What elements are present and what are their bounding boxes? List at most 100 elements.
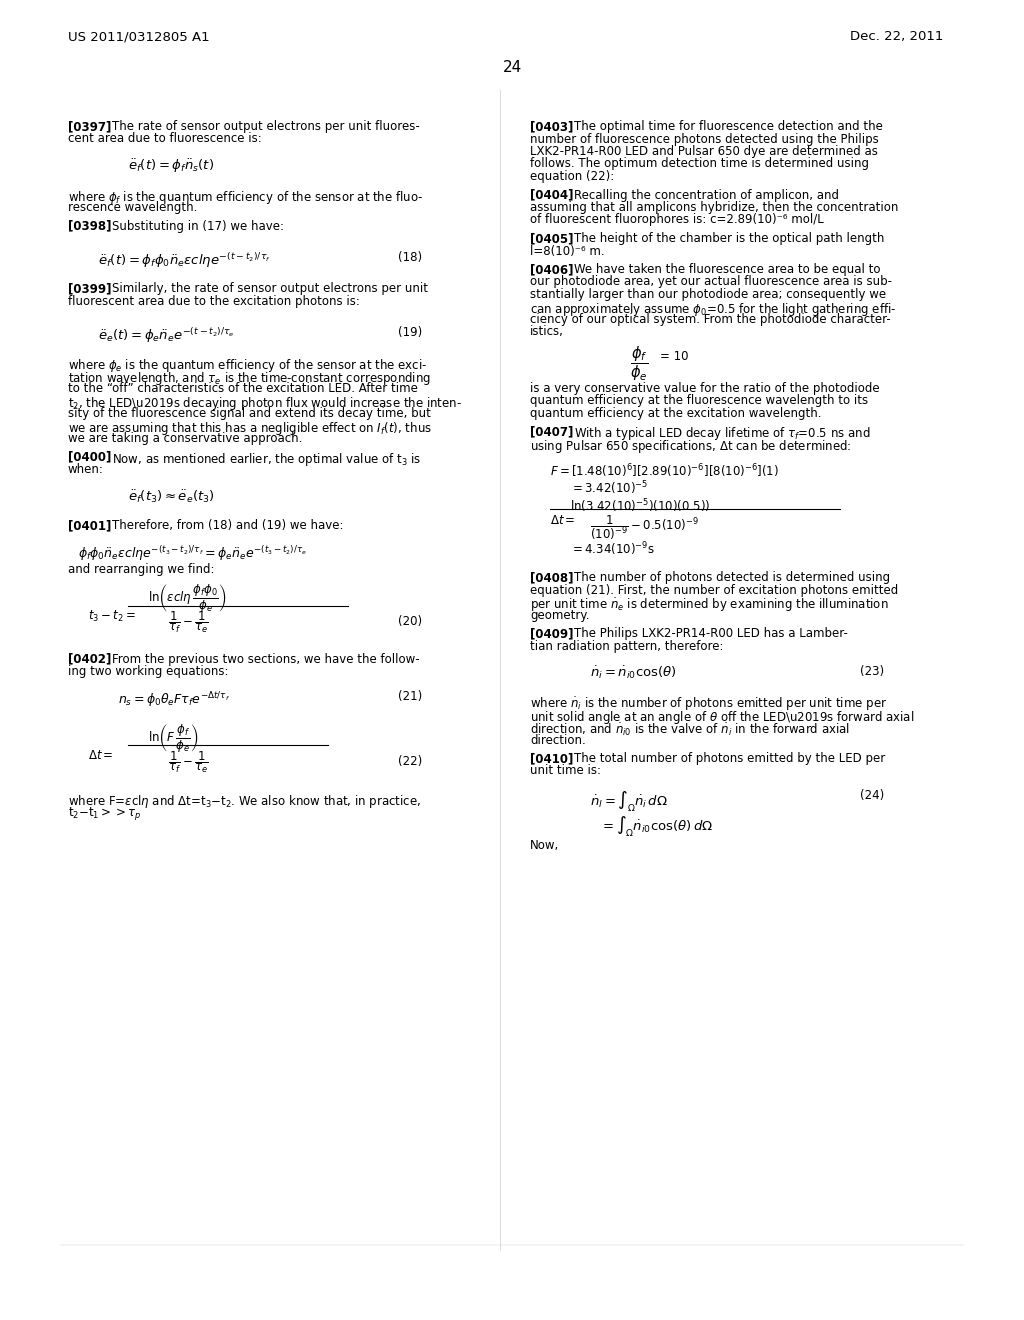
- Text: [0398]: [0398]: [68, 219, 112, 232]
- Text: $t_3 - t_2 = $: $t_3 - t_2 = $: [88, 610, 136, 624]
- Text: $\ddot{e}_{f}(t_3) \approx \ddot{e}_{e}(t_3)$: $\ddot{e}_{f}(t_3) \approx \ddot{e}_{e}(…: [128, 488, 215, 506]
- Text: when:: when:: [68, 463, 103, 477]
- Text: LXK2-PR14-R00 LED and Pulsar 650 dye are determined as: LXK2-PR14-R00 LED and Pulsar 650 dye are…: [530, 145, 878, 158]
- Text: (22): (22): [398, 755, 422, 768]
- Text: $\Delta t = $: $\Delta t = $: [88, 748, 114, 762]
- Text: rescence wavelength.: rescence wavelength.: [68, 201, 198, 214]
- Text: $\ln\!\left(\varepsilon cl\eta\,\dfrac{\phi_f\phi_0}{\phi_e}\right)$: $\ln\!\left(\varepsilon cl\eta\,\dfrac{\…: [148, 582, 226, 614]
- Text: where $\phi_f$ is the quantum efficiency of the sensor at the fluo-: where $\phi_f$ is the quantum efficiency…: [68, 189, 423, 206]
- Text: [0408]: [0408]: [530, 572, 573, 585]
- Text: Recalling the concentration of amplicon, and: Recalling the concentration of amplicon,…: [574, 189, 839, 202]
- Text: $= \int_\Omega \dot{n}_{i0}\cos(\theta)\, d\Omega$: $= \int_\Omega \dot{n}_{i0}\cos(\theta)\…: [600, 814, 713, 840]
- Text: $\Delta t = $: $\Delta t = $: [550, 513, 575, 527]
- Text: where F=$\varepsilon$cl$\eta$ and $\Delta$t=t$_3$$-$t$_2$. We also know that, in: where F=$\varepsilon$cl$\eta$ and $\Delt…: [68, 792, 421, 809]
- Text: per unit time $\dot{n}_e$ is determined by examining the illumination: per unit time $\dot{n}_e$ is determined …: [530, 597, 889, 614]
- Text: ing two working equations:: ing two working equations:: [68, 665, 228, 678]
- Text: l=8(10)⁻⁶ m.: l=8(10)⁻⁶ m.: [530, 244, 604, 257]
- Text: The height of the chamber is the optical path length: The height of the chamber is the optical…: [574, 232, 885, 246]
- Text: using Pulsar 650 specifications, $\Delta$t can be determined:: using Pulsar 650 specifications, $\Delta…: [530, 438, 852, 455]
- Text: $\ln\!\left(F\,\dfrac{\phi_f}{\phi_e}\right)$: $\ln\!\left(F\,\dfrac{\phi_f}{\phi_e}\ri…: [148, 722, 199, 754]
- Text: [0399]: [0399]: [68, 282, 112, 296]
- Text: where $\dot{n}_i$ is the number of photons emitted per unit time per: where $\dot{n}_i$ is the number of photo…: [530, 696, 887, 714]
- Text: [0409]: [0409]: [530, 627, 573, 640]
- Text: (18): (18): [398, 251, 422, 264]
- Text: With a typical LED decay lifetime of $\tau_f$=0.5 ns and: With a typical LED decay lifetime of $\t…: [574, 425, 870, 442]
- Text: 24: 24: [503, 59, 521, 75]
- Text: tation wavelength, and $\tau_e$ is the time-constant corresponding: tation wavelength, and $\tau_e$ is the t…: [68, 370, 431, 387]
- Text: [0404]: [0404]: [530, 189, 573, 202]
- Text: our photodiode area, yet our actual fluorescence area is sub-: our photodiode area, yet our actual fluo…: [530, 276, 892, 289]
- Text: The optimal time for fluorescence detection and the: The optimal time for fluorescence detect…: [574, 120, 883, 133]
- Text: (19): (19): [398, 326, 422, 339]
- Text: $\dfrac{\phi_f}{\phi_e}$: $\dfrac{\phi_f}{\phi_e}$: [630, 345, 648, 383]
- Text: direction, and $\dot{n}_{i0}$ is the valve of $\dot{n}_i$ in the forward axial: direction, and $\dot{n}_{i0}$ is the val…: [530, 721, 850, 738]
- Text: [0397]: [0397]: [68, 120, 112, 133]
- Text: t$_2$$-$t$_1$$>>$$\tau_p$: t$_2$$-$t$_1$$>>$$\tau_p$: [68, 805, 141, 822]
- Text: The total number of photons emitted by the LED per: The total number of photons emitted by t…: [574, 752, 886, 766]
- Text: tian radiation pattern, therefore:: tian radiation pattern, therefore:: [530, 640, 724, 653]
- Text: The Philips LXK2-PR14-R00 LED has a Lamber-: The Philips LXK2-PR14-R00 LED has a Lamb…: [574, 627, 848, 640]
- Text: = 10: = 10: [660, 351, 688, 363]
- Text: [0403]: [0403]: [530, 120, 573, 133]
- Text: [0402]: [0402]: [68, 653, 112, 665]
- Text: geometry.: geometry.: [530, 609, 590, 622]
- Text: (20): (20): [398, 615, 422, 628]
- Text: [0400]: [0400]: [68, 450, 112, 463]
- Text: $F = [1.48(10)^6][2.89(10)^{-6}][8(10)^{-6}](1)$: $F = [1.48(10)^6][2.89(10)^{-6}][8(10)^{…: [550, 463, 779, 480]
- Text: follows. The optimum detection time is determined using: follows. The optimum detection time is d…: [530, 157, 869, 170]
- Text: equation (22):: equation (22):: [530, 170, 614, 183]
- Text: $\dfrac{1}{\tau_f} - \dfrac{1}{\tau_e}$: $\dfrac{1}{\tau_f} - \dfrac{1}{\tau_e}$: [168, 610, 209, 635]
- Text: [0401]: [0401]: [68, 519, 112, 532]
- Text: Substituting in (17) we have:: Substituting in (17) we have:: [112, 219, 284, 232]
- Text: From the previous two sections, we have the follow-: From the previous two sections, we have …: [112, 653, 420, 665]
- Text: $\dfrac{1}{\tau_f} - \dfrac{1}{\tau_e}$: $\dfrac{1}{\tau_f} - \dfrac{1}{\tau_e}$: [168, 748, 209, 775]
- Text: istics,: istics,: [530, 326, 564, 338]
- Text: cent area due to fluorescence is:: cent area due to fluorescence is:: [68, 132, 262, 145]
- Text: we are taking a conservative approach.: we are taking a conservative approach.: [68, 432, 302, 445]
- Text: $\ln(3.42(10)^{-5})(10)(0.5))$: $\ln(3.42(10)^{-5})(10)(0.5))$: [570, 498, 711, 515]
- Text: assuming that all amplicons hybridize, then the concentration: assuming that all amplicons hybridize, t…: [530, 201, 898, 214]
- Text: fluorescent area due to the excitation photons is:: fluorescent area due to the excitation p…: [68, 294, 359, 308]
- Text: The number of photons detected is determined using: The number of photons detected is determ…: [574, 572, 890, 585]
- Text: [0405]: [0405]: [530, 232, 573, 246]
- Text: US 2011/0312805 A1: US 2011/0312805 A1: [68, 30, 210, 44]
- Text: of fluorescent fluorophores is: c=2.89(10)⁻⁶ mol/L: of fluorescent fluorophores is: c=2.89(1…: [530, 214, 823, 227]
- Text: We have taken the fluorescence area to be equal to: We have taken the fluorescence area to b…: [574, 263, 881, 276]
- Text: and rearranging we find:: and rearranging we find:: [68, 564, 214, 576]
- Text: [0410]: [0410]: [530, 752, 573, 766]
- Text: $\dot{n}_i = \dot{n}_{i0}\cos(\theta)$: $\dot{n}_i = \dot{n}_{i0}\cos(\theta)$: [590, 665, 677, 681]
- Text: where $\phi_e$ is the quantum efficiency of the sensor at the exci-: where $\phi_e$ is the quantum efficiency…: [68, 358, 427, 375]
- Text: $\ddot{e}_{f}(t) = \phi_{f}\phi_{0}\ddot{n}_{e}\varepsilon cl\eta e^{-(t-t_2)/\t: $\ddot{e}_{f}(t) = \phi_{f}\phi_{0}\ddot…: [98, 251, 270, 269]
- Text: [0406]: [0406]: [530, 263, 573, 276]
- Text: $\ddot{e}_{f}(t) = \phi_{f}\ddot{n}_{s}(t)$: $\ddot{e}_{f}(t) = \phi_{f}\ddot{n}_{s}(…: [128, 157, 214, 176]
- Text: Now, as mentioned earlier, the optimal value of t$_3$ is: Now, as mentioned earlier, the optimal v…: [112, 450, 421, 467]
- Text: Therefore, from (18) and (19) we have:: Therefore, from (18) and (19) we have:: [112, 519, 343, 532]
- Text: direction.: direction.: [530, 734, 586, 747]
- Text: $\ddot{e}_{e}(t) = \phi_{e}\ddot{n}_{e}e^{-(t-t_2)/\tau_e}$: $\ddot{e}_{e}(t) = \phi_{e}\ddot{n}_{e}e…: [98, 326, 234, 345]
- Text: Now,: Now,: [530, 840, 559, 853]
- Text: can approximately assume $\phi_0$=0.5 for the light gathering effi-: can approximately assume $\phi_0$=0.5 fo…: [530, 301, 896, 318]
- Text: (21): (21): [398, 690, 422, 704]
- Text: we are assuming that this has a negligible effect on $I_f(t)$, thus: we are assuming that this has a negligib…: [68, 420, 432, 437]
- Text: quantum efficiency at the fluorescence wavelength to its: quantum efficiency at the fluorescence w…: [530, 395, 868, 408]
- Text: $\dot{n}_l = \int_\Omega \dot{n}_i\, d\Omega$: $\dot{n}_l = \int_\Omega \dot{n}_i\, d\O…: [590, 789, 668, 814]
- Text: [0407]: [0407]: [530, 425, 573, 438]
- Text: sity of the fluorescence signal and extend its decay time, but: sity of the fluorescence signal and exte…: [68, 408, 431, 420]
- Text: t$_2$, the LED\u2019s decaying photon flux would increase the inten-: t$_2$, the LED\u2019s decaying photon fl…: [68, 395, 462, 412]
- Text: unit time is:: unit time is:: [530, 764, 601, 777]
- Text: $= 3.42(10)^{-5}$: $= 3.42(10)^{-5}$: [570, 479, 648, 496]
- Text: $\phi_f\phi_0\ddot{n}_e\varepsilon cl\eta e^{-(t_3-t_2)/\tau_f} = \phi_e\ddot{n}: $\phi_f\phi_0\ddot{n}_e\varepsilon cl\et…: [78, 544, 307, 564]
- Text: (23): (23): [860, 665, 884, 677]
- Text: Similarly, the rate of sensor output electrons per unit: Similarly, the rate of sensor output ele…: [112, 282, 428, 296]
- Text: to the “off” characteristics of the excitation LED. After time: to the “off” characteristics of the exci…: [68, 383, 418, 395]
- Text: ciency of our optical system. From the photodiode character-: ciency of our optical system. From the p…: [530, 313, 891, 326]
- Text: $\dfrac{1}{(10)^{-9}} - 0.5(10)^{-9}$: $\dfrac{1}{(10)^{-9}} - 0.5(10)^{-9}$: [590, 512, 699, 541]
- Text: equation (21). First, the number of excitation photons emitted: equation (21). First, the number of exci…: [530, 583, 898, 597]
- Text: number of fluorescence photons detected using the Philips: number of fluorescence photons detected …: [530, 132, 879, 145]
- Text: stantially larger than our photodiode area; consequently we: stantially larger than our photodiode ar…: [530, 288, 886, 301]
- Text: (24): (24): [860, 789, 885, 803]
- Text: The rate of sensor output electrons per unit fluores-: The rate of sensor output electrons per …: [112, 120, 420, 133]
- Text: unit solid angle at an angle of $\theta$ off the LED\u2019s forward axial: unit solid angle at an angle of $\theta$…: [530, 709, 914, 726]
- Text: $= 4.34(10)^{-9}$s: $= 4.34(10)^{-9}$s: [570, 540, 654, 558]
- Text: is a very conservative value for the ratio of the photodiode: is a very conservative value for the rat…: [530, 381, 880, 395]
